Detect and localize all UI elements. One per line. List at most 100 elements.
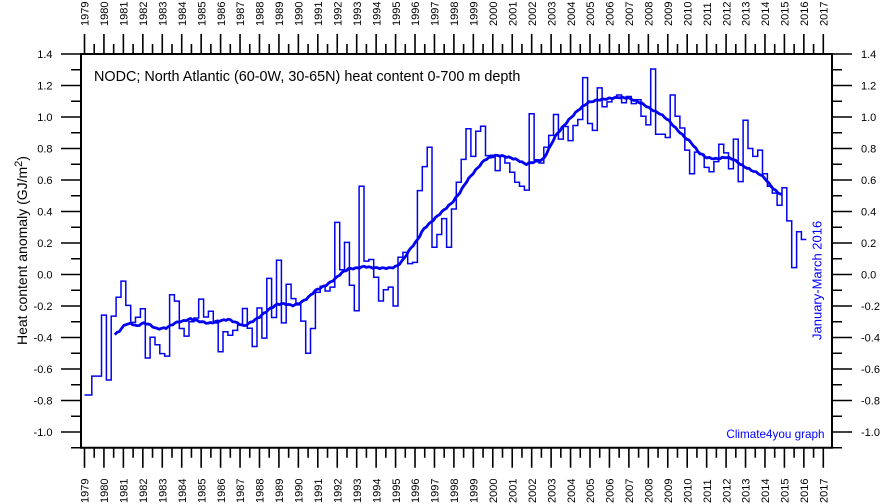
svg-text:1994: 1994 (371, 2, 383, 26)
svg-text:1983: 1983 (158, 479, 170, 503)
svg-text:1991: 1991 (313, 479, 325, 503)
svg-text:0.6: 0.6 (37, 175, 52, 187)
svg-text:1997: 1997 (430, 479, 442, 503)
svg-text:1993: 1993 (352, 479, 364, 503)
svg-text:0.8: 0.8 (861, 144, 876, 156)
svg-text:2007: 2007 (624, 479, 636, 503)
svg-text:1990: 1990 (294, 479, 306, 503)
svg-text:2012: 2012 (721, 479, 733, 503)
svg-text:1999: 1999 (469, 479, 481, 503)
svg-text:2006: 2006 (605, 479, 617, 503)
svg-text:2009: 2009 (663, 2, 675, 26)
svg-text:1987: 1987 (235, 2, 247, 26)
svg-text:1998: 1998 (449, 479, 461, 503)
svg-text:1981: 1981 (119, 479, 131, 503)
svg-text:1984: 1984 (177, 479, 189, 503)
svg-text:2011: 2011 (702, 479, 714, 503)
svg-text:1993: 1993 (352, 2, 364, 26)
svg-text:1995: 1995 (391, 479, 403, 503)
svg-text:1984: 1984 (177, 2, 189, 26)
svg-text:1997: 1997 (430, 2, 442, 26)
svg-text:1981: 1981 (119, 2, 131, 26)
svg-text:1979: 1979 (80, 479, 92, 503)
svg-text:2001: 2001 (507, 2, 519, 26)
svg-text:1985: 1985 (196, 2, 208, 26)
svg-text:2015: 2015 (780, 479, 792, 503)
svg-text:2017: 2017 (819, 479, 831, 503)
svg-text:2002: 2002 (527, 479, 539, 503)
svg-text:1986: 1986 (216, 479, 228, 503)
svg-text:0.6: 0.6 (861, 175, 876, 187)
svg-text:1.4: 1.4 (37, 49, 52, 61)
svg-text:2002: 2002 (527, 2, 539, 26)
svg-text:1990: 1990 (294, 2, 306, 26)
svg-text:-0.2: -0.2 (34, 301, 53, 313)
svg-text:2015: 2015 (780, 2, 792, 26)
svg-text:-0.8: -0.8 (34, 396, 53, 408)
svg-text:2000: 2000 (488, 479, 500, 503)
svg-text:2001: 2001 (507, 479, 519, 503)
svg-text:1.0: 1.0 (37, 112, 52, 124)
svg-text:1979: 1979 (80, 2, 92, 26)
svg-text:0.0: 0.0 (37, 270, 52, 282)
svg-text:1982: 1982 (138, 479, 150, 503)
svg-text:2017: 2017 (819, 2, 831, 26)
svg-text:0.2: 0.2 (861, 238, 876, 250)
svg-text:2013: 2013 (741, 2, 753, 26)
svg-text:2012: 2012 (721, 2, 733, 26)
svg-text:2008: 2008 (644, 2, 656, 26)
svg-text:-0.8: -0.8 (861, 396, 880, 408)
svg-text:NODC; North Atlantic (60-0W, 3: NODC; North Atlantic (60-0W, 30-65N) hea… (94, 69, 520, 85)
svg-text:2005: 2005 (585, 479, 597, 503)
svg-text:1980: 1980 (99, 2, 111, 26)
svg-text:1.0: 1.0 (861, 112, 876, 124)
svg-text:2010: 2010 (682, 479, 694, 503)
svg-text:1987: 1987 (235, 479, 247, 503)
svg-text:0.8: 0.8 (37, 144, 52, 156)
svg-text:0.4: 0.4 (37, 207, 52, 219)
svg-text:2009: 2009 (663, 479, 675, 503)
svg-text:2004: 2004 (566, 2, 578, 26)
svg-text:0.2: 0.2 (37, 238, 52, 250)
svg-text:2016: 2016 (799, 2, 811, 26)
svg-text:2005: 2005 (585, 2, 597, 26)
svg-text:1988: 1988 (255, 479, 267, 503)
svg-text:1988: 1988 (255, 2, 267, 26)
svg-text:Climate4you graph: Climate4you graph (726, 428, 824, 441)
svg-text:-1.0: -1.0 (34, 427, 53, 439)
svg-text:1985: 1985 (196, 479, 208, 503)
svg-text:1999: 1999 (469, 2, 481, 26)
svg-text:-0.4: -0.4 (861, 333, 880, 345)
svg-text:-0.4: -0.4 (34, 333, 53, 345)
svg-text:1994: 1994 (371, 479, 383, 503)
svg-text:2010: 2010 (682, 2, 694, 26)
svg-text:2016: 2016 (799, 479, 811, 503)
svg-text:January-March 2016: January-March 2016 (810, 221, 825, 340)
svg-text:0.4: 0.4 (861, 207, 876, 219)
svg-text:0.0: 0.0 (861, 270, 876, 282)
svg-text:1996: 1996 (410, 2, 422, 26)
svg-text:-0.2: -0.2 (861, 301, 880, 313)
svg-text:1995: 1995 (391, 2, 403, 26)
svg-text:1992: 1992 (332, 2, 344, 26)
svg-text:2004: 2004 (566, 479, 578, 503)
svg-text:2014: 2014 (760, 2, 772, 26)
svg-text:1991: 1991 (313, 2, 325, 26)
svg-text:1989: 1989 (274, 2, 286, 26)
svg-text:Heat content anomaly (GJ/m2): Heat content anomaly (GJ/m2) (13, 156, 30, 345)
svg-text:1996: 1996 (410, 479, 422, 503)
svg-text:2013: 2013 (741, 479, 753, 503)
svg-text:2014: 2014 (760, 479, 772, 503)
svg-text:1989: 1989 (274, 479, 286, 503)
svg-text:-1.0: -1.0 (861, 427, 880, 439)
svg-text:1992: 1992 (332, 479, 344, 503)
svg-text:-0.6: -0.6 (34, 364, 53, 376)
svg-text:2008: 2008 (644, 479, 656, 503)
svg-text:2000: 2000 (488, 2, 500, 26)
svg-text:1980: 1980 (99, 479, 111, 503)
svg-text:2007: 2007 (624, 2, 636, 26)
svg-text:2011: 2011 (702, 2, 714, 26)
svg-text:1.4: 1.4 (861, 49, 876, 61)
svg-text:1998: 1998 (449, 2, 461, 26)
svg-text:2006: 2006 (605, 2, 617, 26)
